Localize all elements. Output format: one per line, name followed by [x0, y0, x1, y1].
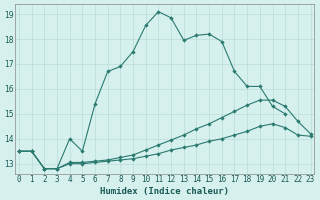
X-axis label: Humidex (Indice chaleur): Humidex (Indice chaleur) — [100, 187, 229, 196]
